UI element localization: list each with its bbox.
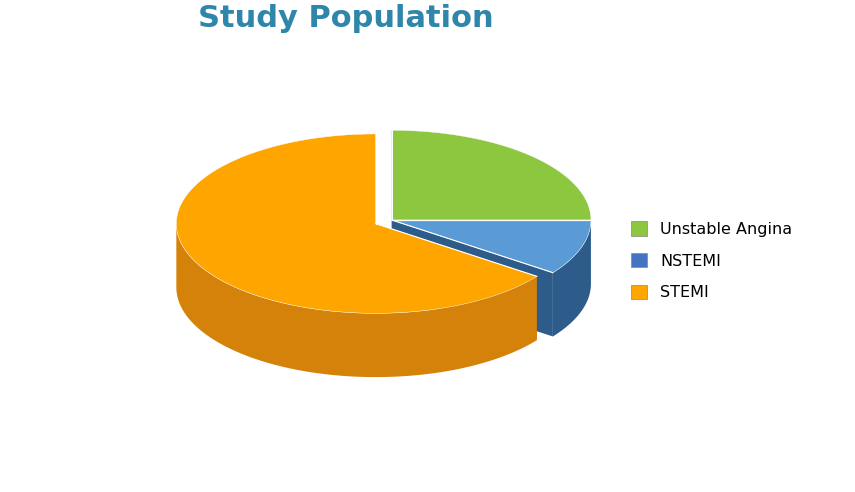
Polygon shape [392,130,591,220]
Legend: Unstable Angina, NSTEMI, STEMI: Unstable Angina, NSTEMI, STEMI [631,221,793,300]
Polygon shape [553,220,591,337]
Polygon shape [375,224,537,340]
Polygon shape [176,224,537,377]
Polygon shape [176,134,537,313]
Polygon shape [392,220,553,337]
Polygon shape [392,220,591,273]
Text: Study Population: Study Population [198,4,494,33]
